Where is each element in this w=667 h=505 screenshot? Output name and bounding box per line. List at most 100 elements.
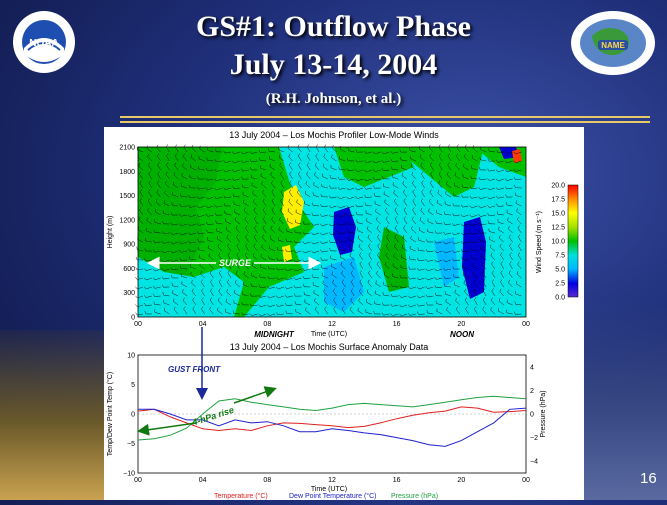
wind-barb [314,298,320,306]
wind-barb [280,198,284,207]
wind-barb [278,146,284,153]
surface-chart-title: 13 July 2004 – Los Mochis Surface Anomal… [230,342,429,352]
wind-barb [505,194,513,198]
wind-barb [487,196,496,200]
wind-barb [306,162,311,171]
wind-barb [400,264,408,270]
wind-barb [285,238,293,243]
wind-barb [152,277,161,281]
wind-barb [346,213,355,217]
wind-barb [218,261,223,270]
wind-barb [366,218,372,225]
wind-barb [234,217,240,225]
wind-barb [355,187,364,191]
wind-barb [269,163,276,171]
wind-barb [270,225,276,234]
wind-barb [464,297,469,306]
wind-barb [162,292,170,297]
wind-barb [403,207,408,216]
wind-barb [412,198,416,207]
wind-barb [135,286,144,290]
wind-barb [337,176,346,180]
surge-label: SURGE [219,258,252,268]
wind-barb [267,286,276,289]
wind-barb [482,306,487,315]
wind-barb [171,201,179,207]
wind-barb [419,217,425,225]
surface-y-axis-label: Temp/Dew Point Temp (°C) [106,372,114,456]
wind-barb [214,204,223,208]
wind-barb [249,151,258,154]
wind-barb [297,153,302,162]
wind-barb [171,282,179,288]
wind-barb [337,196,346,200]
wind-barb [443,275,452,279]
wind-barb [304,190,311,198]
wind-barb [262,189,267,198]
wind-barb [491,288,496,297]
wind-barb [192,297,196,306]
wind-barb [210,288,214,297]
gust-front-label: GUST FRONT [168,365,221,374]
wind-barb [321,183,328,189]
wind-barb [191,288,196,297]
wind-barb [443,250,452,254]
wind-barb [462,264,469,270]
wind-barb [428,198,434,207]
wind-barb [421,189,425,198]
wind-barb [259,274,267,279]
wind-barb [217,297,223,306]
wind-barb [437,190,443,198]
wind-barb [172,191,179,198]
wind-barb [170,232,179,235]
wind-barb [376,261,381,270]
wind-barb [249,313,258,316]
wind-y-tick: 900 [123,242,135,249]
wind-barb [218,270,223,279]
wind-colorbar: 0.0 2.5 5.0 7.5 10.0 12.5 15.0 17.5 20.0… [536,183,579,302]
wind-barb [447,153,452,162]
wind-barb [401,164,408,171]
wind-barb [205,196,214,200]
wind-barb [498,308,504,315]
wind-y-axis: 0 300 600 900 1200 1500 1800 2100 [119,145,135,322]
wind-barb [509,252,513,261]
wind-barb [444,291,452,297]
wind-barb [478,222,487,226]
wind-barb [200,270,205,279]
wind-barb [425,249,434,253]
wind-barb [205,167,214,171]
wind-barb [223,187,232,190]
wind-barb [480,253,487,261]
wind-barb [487,220,496,225]
wind-barb [508,234,513,243]
wind-barb [434,250,443,254]
wind-barb [241,184,249,189]
wind-barb [359,270,364,279]
surface-x-tick: 08 [263,477,271,484]
wind-barb [349,253,355,261]
wind-barb [249,159,258,163]
wind-barb [201,288,205,297]
wind-barb [331,271,337,279]
wind-barb [425,277,434,281]
wind-barb [145,237,152,243]
wind-barb [148,180,152,189]
wind-barb [346,205,355,208]
wind-barb [190,154,196,162]
wind-barb [322,163,328,171]
wind-barb [146,145,152,153]
wind-barb [333,306,337,315]
wind-x-tick: 12 [328,321,336,328]
wind-barb [515,291,522,297]
wind-barb [452,203,460,207]
wind-barb [332,279,337,288]
wind-barb [428,145,434,153]
wind-barb [500,279,504,288]
wind-barb [288,198,293,207]
wind-barb [518,243,522,252]
wind-barb [338,166,346,171]
wind-barb [426,302,434,306]
wind-barb [209,297,214,306]
wind-barb [418,237,425,243]
